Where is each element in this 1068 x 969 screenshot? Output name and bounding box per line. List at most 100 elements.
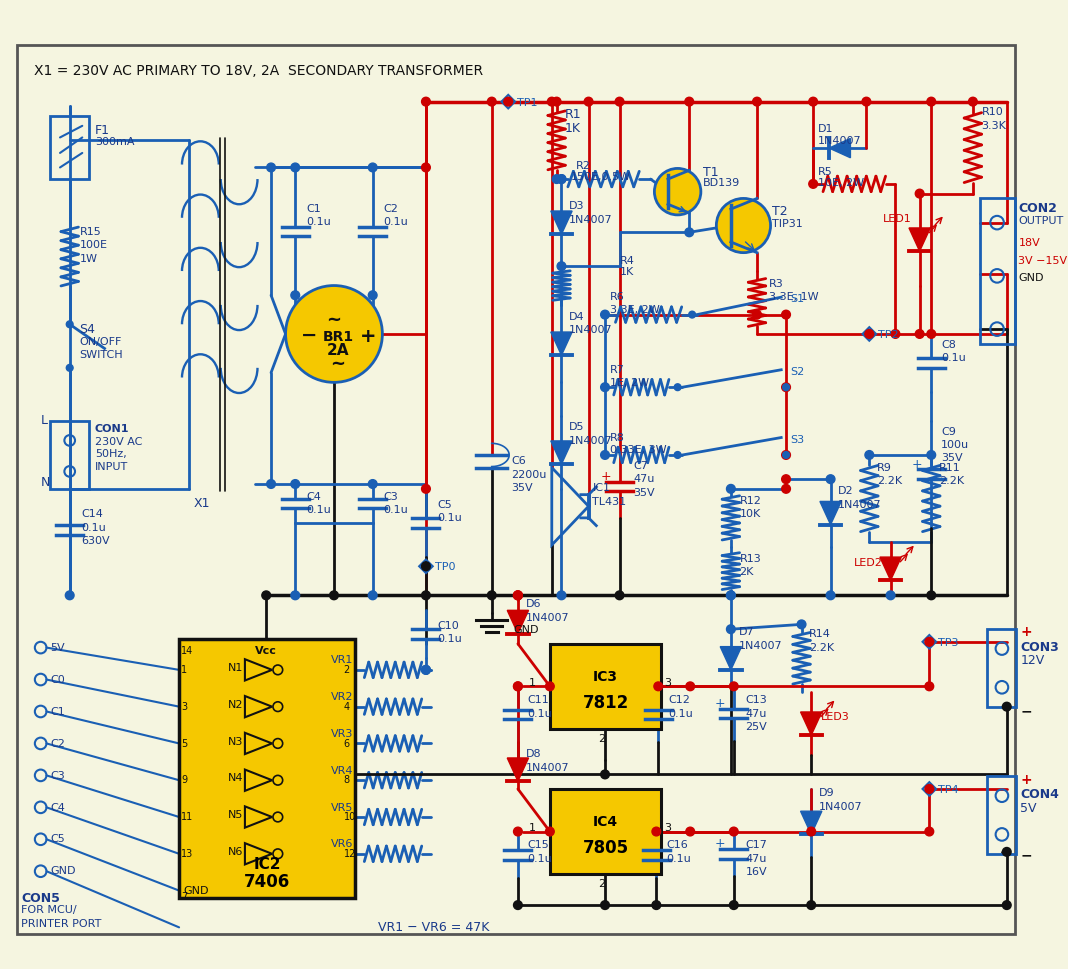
Circle shape (290, 481, 300, 488)
Circle shape (368, 481, 377, 488)
Polygon shape (720, 647, 741, 671)
Text: 3: 3 (664, 822, 671, 832)
Text: 25V: 25V (745, 722, 767, 732)
Circle shape (808, 98, 817, 107)
Circle shape (273, 812, 283, 822)
Circle shape (273, 666, 283, 675)
Text: 0.1u: 0.1u (528, 853, 552, 863)
Circle shape (891, 330, 900, 339)
Text: L: L (41, 414, 48, 427)
Circle shape (514, 591, 522, 600)
Polygon shape (551, 442, 572, 465)
Text: C15: C15 (528, 839, 549, 850)
Circle shape (753, 98, 761, 107)
Text: +: + (912, 457, 923, 470)
Circle shape (285, 286, 382, 383)
Circle shape (1003, 848, 1011, 857)
Polygon shape (551, 332, 572, 356)
Text: VR1: VR1 (331, 655, 354, 665)
Text: VR4: VR4 (331, 765, 354, 775)
Text: −: − (1020, 847, 1032, 861)
Circle shape (600, 311, 610, 320)
Circle shape (514, 828, 522, 836)
Circle shape (686, 828, 694, 836)
Text: 300mA: 300mA (95, 138, 135, 147)
Text: VR1 − VR6 = 47K: VR1 − VR6 = 47K (377, 920, 489, 932)
Text: VR6: VR6 (331, 838, 354, 849)
Text: C8: C8 (941, 339, 956, 350)
Circle shape (925, 638, 933, 646)
Text: +: + (600, 469, 611, 483)
Text: 2: 2 (598, 878, 606, 888)
Text: 1W: 1W (79, 253, 97, 264)
Text: 18V: 18V (1019, 238, 1040, 248)
Text: 47u: 47u (633, 474, 655, 484)
Circle shape (729, 901, 738, 910)
Text: S4: S4 (79, 323, 95, 336)
Circle shape (267, 164, 276, 172)
Text: R10: R10 (981, 108, 1003, 117)
Text: TIP31: TIP31 (772, 219, 803, 229)
Circle shape (782, 484, 790, 493)
Circle shape (290, 164, 300, 172)
Circle shape (806, 828, 816, 836)
Circle shape (262, 591, 270, 600)
Text: 6: 6 (344, 737, 350, 748)
Polygon shape (880, 557, 901, 580)
Text: 47u: 47u (745, 853, 767, 863)
Text: 10: 10 (344, 811, 356, 822)
Circle shape (600, 901, 610, 910)
Text: 2: 2 (598, 733, 606, 743)
Text: 12V: 12V (1020, 654, 1045, 667)
Text: 100u: 100u (941, 439, 969, 449)
Text: 4: 4 (344, 702, 350, 711)
Text: C1: C1 (50, 706, 65, 716)
Text: C11: C11 (528, 695, 549, 704)
Circle shape (717, 200, 770, 253)
Text: N4: N4 (227, 772, 244, 783)
Text: ~: ~ (327, 310, 342, 328)
Text: 2A: 2A (327, 343, 349, 358)
Text: 0.1u: 0.1u (305, 217, 331, 227)
Circle shape (557, 175, 566, 184)
Circle shape (422, 484, 430, 493)
Text: BD139: BD139 (703, 178, 740, 188)
Circle shape (729, 828, 738, 836)
Text: 150E,0.5W: 150E,0.5W (571, 172, 631, 182)
Text: C10: C10 (438, 620, 459, 630)
Text: R3: R3 (769, 278, 783, 289)
FancyBboxPatch shape (550, 644, 661, 729)
Text: 1: 1 (529, 677, 535, 687)
Text: R4: R4 (619, 255, 634, 266)
Circle shape (651, 828, 661, 836)
Circle shape (487, 98, 497, 107)
Text: D2: D2 (838, 485, 854, 495)
Text: 1: 1 (180, 665, 187, 674)
Text: 1N4007: 1N4007 (569, 325, 613, 335)
Text: TP3: TP3 (938, 638, 958, 647)
Text: GND: GND (1019, 272, 1043, 283)
Polygon shape (507, 610, 529, 634)
Text: 0.1u: 0.1u (305, 505, 331, 515)
Text: C12: C12 (668, 695, 690, 704)
Circle shape (886, 591, 895, 600)
Circle shape (1003, 703, 1011, 711)
Circle shape (273, 738, 283, 748)
Circle shape (753, 311, 761, 320)
Circle shape (827, 476, 835, 484)
Text: 35V: 35V (512, 483, 533, 492)
Text: 1N4007: 1N4007 (525, 762, 569, 772)
Text: 3V −15V: 3V −15V (1019, 255, 1068, 266)
Text: −: − (1020, 704, 1032, 718)
Circle shape (674, 453, 681, 459)
Text: R7: R7 (610, 364, 625, 375)
Circle shape (808, 180, 817, 189)
Text: C0: C0 (50, 674, 65, 684)
Polygon shape (820, 502, 842, 525)
Text: +: + (714, 696, 725, 709)
Bar (50, 117, 89, 180)
Circle shape (865, 330, 874, 339)
Text: D7: D7 (739, 627, 754, 637)
Circle shape (782, 311, 790, 320)
Text: −: − (300, 326, 317, 344)
